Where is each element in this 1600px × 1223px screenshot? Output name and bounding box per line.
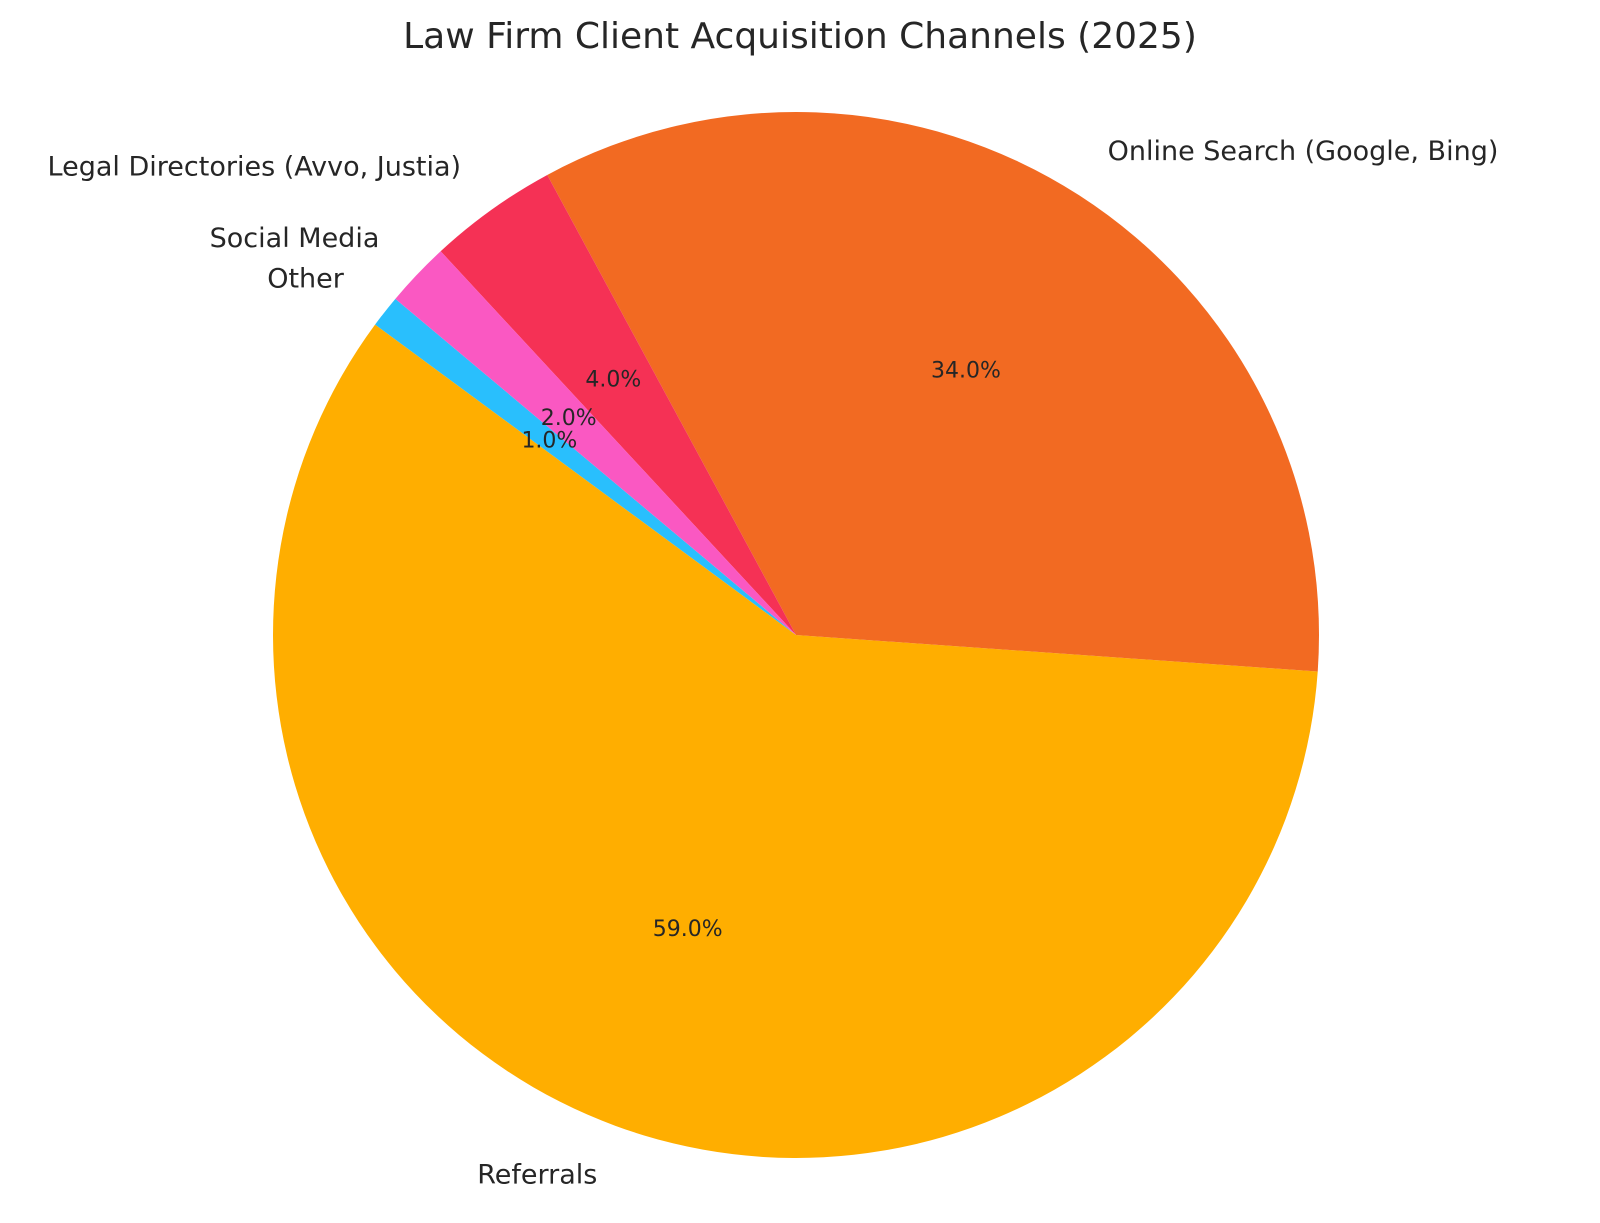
percent-label-referrals: 59.0%: [653, 917, 723, 942]
percent-labels: 1.0% 59.0% 34.0% 4.0% 2.0%: [521, 359, 1000, 942]
chart-title: Law Firm Client Acquisition Channels (20…: [403, 16, 1197, 57]
slice-label-other: Other: [267, 264, 345, 295]
pie-slice-other: [375, 298, 796, 635]
pie-slice-online-search-google-bing: [547, 111, 1320, 672]
percent-label-other: 1.0%: [521, 428, 577, 453]
percent-label-legal-directories-avvo-justia: 4.0%: [585, 367, 641, 392]
slice-labels: Other Referrals Online Search (Google, Bin…: [48, 136, 1499, 1191]
percent-label-online-search-google-bing: 34.0%: [931, 359, 1001, 384]
slice-label-referrals: Referrals: [477, 1159, 597, 1190]
slice-label-social-media: Social Media: [210, 223, 380, 254]
percent-label-social-media: 2.0%: [541, 406, 597, 431]
pie-slice-legal-directories-avvo-justia: [440, 174, 796, 635]
pie-slices: [273, 111, 1320, 1158]
slice-label-legal-directories-avvo-justia: Legal Directories (Avvo, Justia): [48, 152, 462, 183]
pie-slice-social-media: [395, 251, 796, 635]
slice-label-online-search-google-bing: Online Search (Google, Bing): [1108, 136, 1499, 167]
pie-slice-referrals: [273, 324, 1318, 1158]
